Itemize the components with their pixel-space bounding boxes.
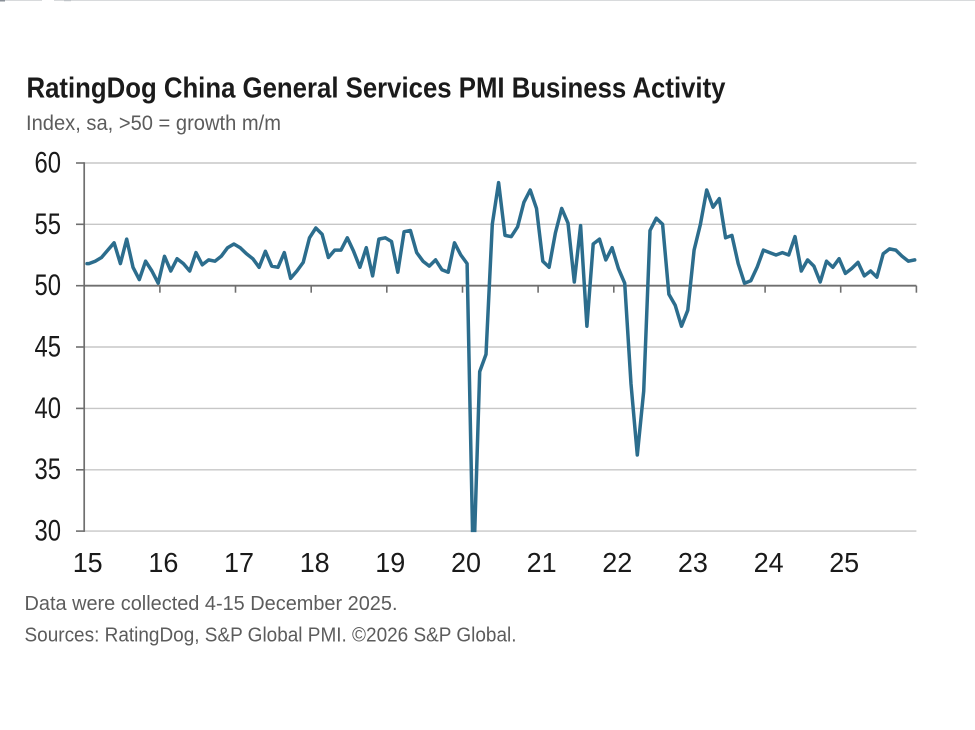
svg-text:22: 22 (602, 547, 632, 578)
svg-text:19: 19 (375, 547, 405, 578)
svg-text:15: 15 (73, 547, 103, 578)
svg-text:35: 35 (35, 453, 62, 486)
svg-text:40: 40 (35, 392, 62, 425)
svg-text:60: 60 (35, 146, 62, 179)
svg-text:16: 16 (148, 547, 178, 578)
svg-text:18: 18 (300, 547, 330, 578)
svg-text:25: 25 (829, 547, 859, 578)
svg-text:55: 55 (35, 208, 62, 241)
svg-text:30: 30 (35, 515, 62, 548)
svg-text:Sources: RatingDog, S&P Global: Sources: RatingDog, S&P Global PMI. ©202… (25, 625, 517, 647)
svg-text:Data were collected 4-15 Decem: Data were collected 4-15 December 2025. (25, 593, 398, 615)
svg-text:21: 21 (527, 547, 557, 578)
svg-text:23: 23 (678, 547, 708, 578)
svg-text:45: 45 (35, 330, 62, 363)
svg-text:Index, sa, >50 = growth m/m: Index, sa, >50 = growth m/m (26, 112, 281, 135)
svg-text:20: 20 (451, 547, 481, 578)
svg-text:RatingDog China General Servic: RatingDog China General Services PMI Bus… (27, 73, 726, 105)
svg-text:50: 50 (35, 269, 62, 302)
svg-text:24: 24 (754, 547, 784, 578)
svg-text:17: 17 (224, 547, 254, 578)
